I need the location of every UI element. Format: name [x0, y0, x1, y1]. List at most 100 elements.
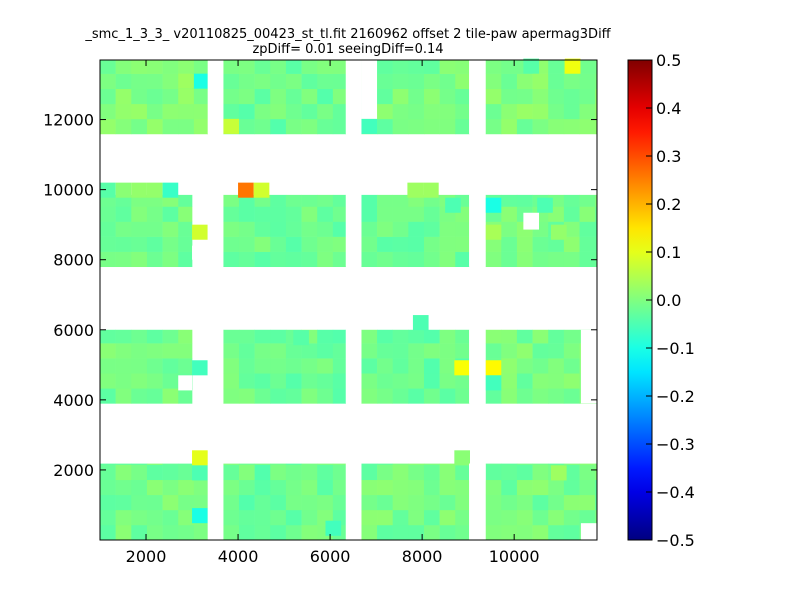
heatmap-cell — [392, 60, 409, 74]
heatmap-cell — [501, 73, 518, 90]
heatmap-cell — [100, 182, 116, 198]
heatmap-cell — [100, 194, 116, 207]
heatmap-cell — [131, 464, 148, 481]
heatmap-cell — [516, 464, 533, 481]
tile-region — [223, 60, 347, 135]
heatmap-cell — [423, 60, 440, 74]
heatmap-cell — [485, 343, 502, 359]
heatmap-cell — [254, 494, 271, 511]
heatmap-cell — [455, 509, 470, 526]
heatmap-cell — [146, 73, 163, 90]
heatmap-cell — [595, 88, 598, 105]
heatmap-cell — [223, 464, 240, 481]
heatmap-cell — [563, 329, 580, 344]
heatmap-cell — [301, 60, 318, 74]
heatmap-cell — [254, 206, 271, 222]
heatmap-cell — [100, 103, 116, 120]
heatmap-cell — [548, 373, 565, 389]
heatmap-cell — [178, 88, 195, 105]
heatmap-cell — [579, 206, 596, 222]
heatmap-cell — [516, 73, 533, 90]
heatmap-cell — [548, 60, 565, 74]
heatmap-cell — [285, 373, 302, 389]
heatmap-cell — [563, 221, 580, 237]
heatmap-cell — [455, 524, 470, 541]
heatmap-cell — [131, 509, 148, 526]
heatmap-cell — [439, 251, 456, 268]
heatmap-cell — [501, 358, 518, 374]
heatmap-cell — [516, 329, 533, 344]
heatmap-cell — [100, 373, 116, 389]
heatmap-cell — [254, 373, 271, 389]
heatmap-cell — [361, 343, 378, 359]
heatmap-cell — [423, 373, 440, 389]
heatmap-cell — [332, 221, 347, 237]
heatmap-cell — [301, 103, 318, 120]
x-tick-label: 10000 — [489, 547, 540, 566]
heatmap-cell — [285, 194, 302, 207]
heatmap-cell — [254, 251, 271, 268]
heatmap-cell — [439, 103, 456, 120]
heatmap-cell — [516, 373, 533, 389]
heatmap-cell — [377, 373, 393, 389]
heatmap-cell — [317, 206, 334, 222]
heatmap-cell — [377, 103, 393, 120]
heatmap-cell — [392, 221, 409, 237]
heatmap-cell — [439, 524, 456, 541]
colorbar-tick-label: 0.5 — [656, 51, 681, 70]
empty-cell — [580, 329, 597, 404]
heatmap-cell — [485, 509, 502, 526]
heatmap-cell — [238, 343, 255, 359]
heatmap-cell — [485, 463, 502, 465]
heatmap-cell — [548, 236, 565, 252]
heatmap-cell — [548, 358, 565, 374]
heatmap-cell — [455, 103, 470, 120]
heatmap-cell — [115, 73, 132, 90]
heatmap-cell — [301, 251, 318, 268]
heatmap-cell — [408, 236, 425, 252]
heatmap-cell — [285, 509, 302, 526]
heatmap-cell — [423, 343, 440, 359]
heatmap-cell — [485, 88, 502, 105]
tile-region — [100, 329, 193, 404]
heatmap-cell — [377, 236, 393, 252]
heatmap-cell — [377, 206, 393, 222]
heatmap-cell — [485, 103, 502, 120]
heatmap-cell — [162, 464, 179, 481]
heatmap-cell — [293, 330, 309, 346]
heatmap-cell — [332, 88, 347, 105]
heatmap-cell — [516, 118, 533, 135]
heatmap-cell — [392, 373, 409, 389]
empty-cell — [469, 463, 486, 540]
heatmap-cell — [332, 464, 347, 481]
heatmap-cell — [516, 524, 533, 541]
heatmap-cell — [445, 197, 461, 213]
heatmap-cell — [392, 464, 409, 481]
heatmap-cell — [131, 60, 148, 74]
empty-cell — [178, 375, 193, 391]
heatmap-cell — [563, 388, 580, 404]
heatmap-cell — [408, 103, 425, 120]
heatmap-cell — [254, 524, 271, 541]
heatmap-cell — [254, 343, 271, 359]
heatmap-cell — [254, 88, 271, 105]
heatmap-cell — [162, 494, 179, 511]
heatmap-cell — [301, 524, 318, 541]
heatmap-cell — [178, 509, 195, 526]
heatmap-cell — [162, 221, 179, 237]
heatmap-cell — [485, 479, 502, 496]
heatmap-cell — [532, 524, 549, 541]
heatmap-cell — [100, 73, 116, 90]
heatmap-cell — [454, 450, 470, 466]
heatmap-cell — [223, 206, 240, 222]
heatmap-cell — [270, 88, 287, 105]
heatmap-cell — [455, 464, 470, 481]
heatmap-cell — [332, 373, 347, 389]
heatmap-cell — [532, 343, 549, 359]
colorbar-tick-label: 0.0 — [656, 291, 681, 310]
heatmap-cell — [317, 118, 334, 135]
heatmap-cell — [501, 388, 518, 404]
heatmap-cell — [193, 118, 208, 135]
heatmap-cell — [595, 479, 598, 496]
heatmap-cell — [392, 73, 409, 90]
